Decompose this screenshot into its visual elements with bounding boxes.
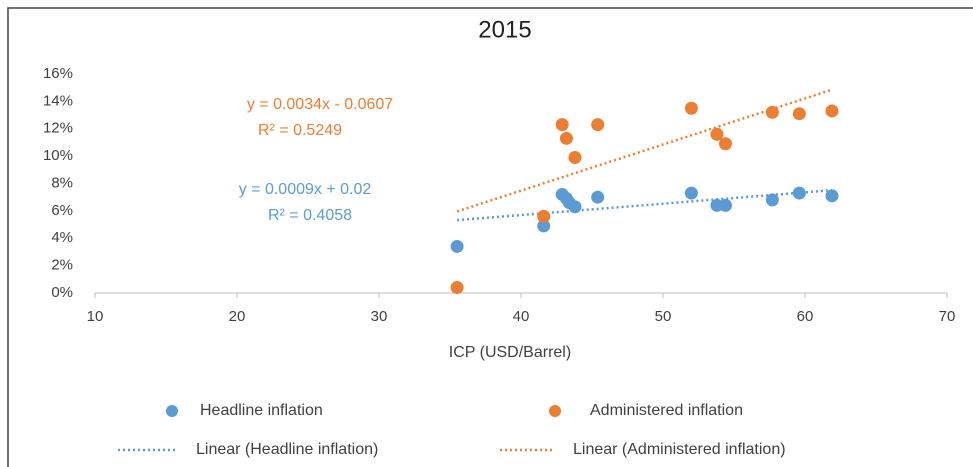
y-tick-label: 10%: [43, 147, 73, 164]
data-point: [710, 127, 724, 141]
legend-marker: [549, 405, 561, 417]
data-point: [555, 118, 569, 132]
y-tick-label: 12%: [43, 120, 73, 137]
x-tick-label: 70: [939, 308, 956, 325]
y-tick-label: 2%: [51, 257, 73, 274]
x-tick-label: 10: [87, 308, 104, 325]
chart-title: 2015: [478, 16, 531, 43]
x-tick-label: 30: [371, 308, 388, 325]
data-point: [537, 219, 551, 233]
data-point: [591, 190, 605, 204]
data-point: [450, 281, 464, 295]
trendline-r-squared: R² = 0.5249: [258, 122, 342, 139]
legend-label: Linear (Headline inflation): [196, 441, 378, 458]
trendline-equation: y = 0.0034x - 0.0607: [247, 96, 393, 113]
y-tick-label: 16%: [43, 65, 73, 82]
data-point: [684, 101, 698, 115]
data-point: [718, 137, 732, 151]
trendline: [456, 88, 833, 213]
data-point: [792, 107, 806, 121]
data-point: [718, 198, 732, 212]
data-point: [450, 239, 464, 253]
y-tick-label: 14%: [43, 92, 73, 109]
legend-label: Headline inflation: [200, 402, 323, 419]
x-tick-label: 50: [655, 308, 672, 325]
data-point: [825, 189, 839, 203]
data-point: [559, 131, 573, 145]
x-tick-label: 40: [513, 308, 530, 325]
legend-label: Administered inflation: [590, 402, 743, 419]
data-point: [537, 209, 551, 223]
x-tick-label: 60: [797, 308, 814, 325]
y-tick-label: 4%: [51, 229, 73, 246]
data-point: [684, 186, 698, 200]
chart-frame: [7, 7, 973, 467]
y-tick-label: 8%: [51, 174, 73, 191]
data-point: [591, 118, 605, 132]
data-point: [825, 104, 839, 118]
data-point: [765, 193, 779, 207]
trendline-equation: y = 0.0009x + 0.02: [239, 181, 372, 198]
data-point: [765, 105, 779, 119]
data-point: [568, 200, 582, 214]
legend-marker: [166, 405, 178, 417]
x-tick-label: 20: [229, 308, 246, 325]
data-point: [792, 186, 806, 200]
data-point: [568, 150, 582, 164]
y-tick-label: 6%: [51, 202, 73, 219]
y-tick-label: 0%: [51, 284, 73, 301]
trendline-r-squared: R² = 0.4058: [268, 207, 352, 224]
x-axis-label: ICP (USD/Barrel): [449, 344, 571, 361]
legend-label: Linear (Administered inflation): [573, 441, 786, 458]
